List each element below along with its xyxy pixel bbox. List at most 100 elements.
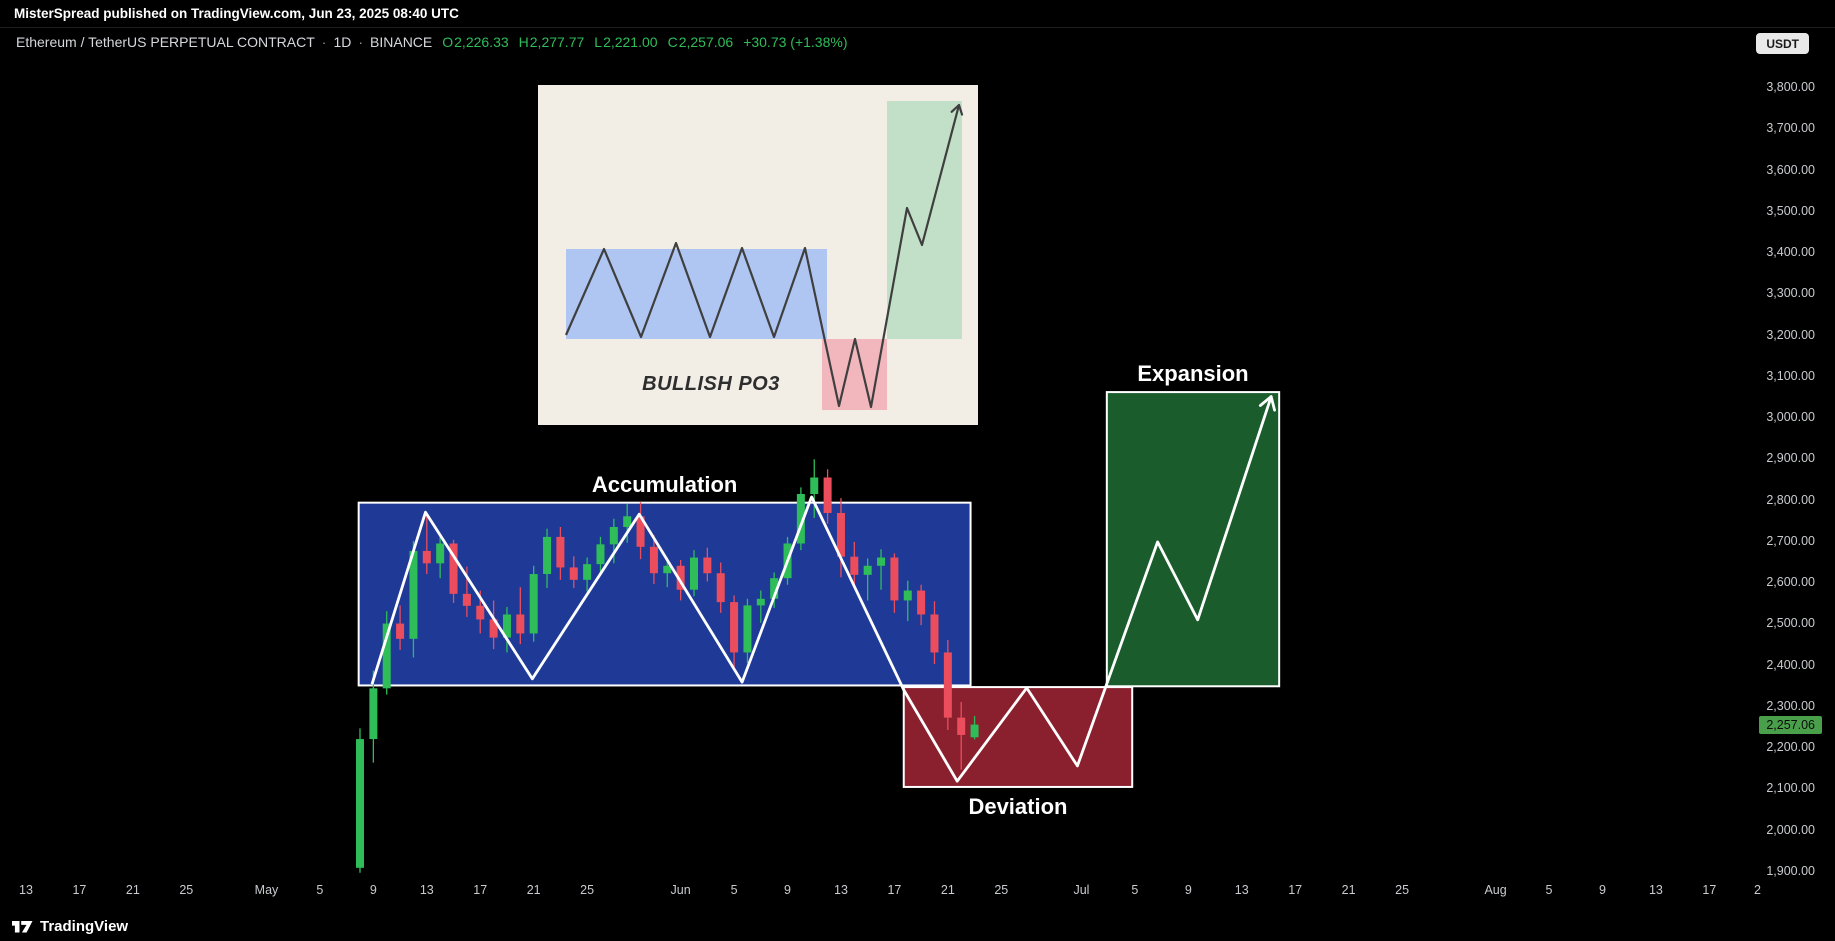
price-tick-label: 2,300.00	[1766, 698, 1815, 713]
time-tick-label[interactable]: 5	[1545, 883, 1553, 897]
price-axis[interactable]: 1,900.00 2,000.00 2,100.00 2,200.00 2,300.00…	[1751, 0, 1835, 941]
candle-body	[356, 739, 364, 868]
time-tick-label[interactable]: 9	[1184, 883, 1192, 897]
publish-bar: MisterSpread published on TradingView.co…	[0, 0, 1835, 28]
expansion-zone-box[interactable]	[1105, 391, 1281, 688]
time-tick-label[interactable]: 25	[179, 883, 194, 897]
currency-toggle-button[interactable]: USDT	[1756, 33, 1809, 54]
time-tick-label[interactable]: 5	[730, 883, 738, 897]
candle-body	[663, 565, 672, 574]
candle-body	[703, 557, 712, 574]
candle-body	[917, 590, 926, 615]
time-tick-label[interactable]: 9	[1598, 883, 1606, 897]
candle-body	[850, 556, 859, 575]
time-tick-label[interactable]: 17	[473, 883, 488, 897]
time-tick-label[interactable]: 9	[369, 883, 377, 897]
legend-separator: ·	[321, 34, 327, 50]
brand-name[interactable]: TradingView	[40, 917, 129, 935]
time-tick-label[interactable]: Jun	[670, 883, 691, 897]
price-tick-label: 2,400.00	[1766, 657, 1815, 672]
time-tick-label[interactable]: 17	[1702, 883, 1717, 897]
time-tick-label[interactable]: Aug	[1484, 883, 1507, 897]
candle-body	[863, 565, 872, 575]
price-tick-label: 2,200.00	[1766, 740, 1815, 755]
tradingview-logo-icon[interactable]	[12, 919, 33, 934]
candle-body	[436, 543, 445, 564]
deviation-label: Deviation	[968, 793, 1068, 819]
ohlc-h: H2,277.77	[518, 34, 585, 50]
accumulation-zone-box[interactable]	[357, 501, 972, 687]
bullish-po3-inset: BULLISH PO3	[538, 85, 978, 425]
candle-body	[690, 557, 698, 590]
deviation-zone-box[interactable]	[902, 686, 1134, 788]
time-tick-label[interactable]: 21	[1341, 883, 1356, 897]
price-tick-label: 1,900.00	[1766, 863, 1815, 878]
price-tick-label: 3,600.00	[1766, 162, 1815, 177]
ohlc-l: L2,221.00	[594, 34, 658, 50]
candle-body	[462, 593, 471, 606]
candle-body	[930, 614, 939, 653]
time-tick-label[interactable]: 17	[887, 883, 902, 897]
projection-arrowhead	[1269, 395, 1276, 412]
symbol-legend[interactable]: Ethereum / TetherUS PERPETUAL CONTRACT · 1…	[16, 34, 847, 50]
time-tick-label[interactable]: 25	[1395, 883, 1410, 897]
time-tick-label[interactable]: 5	[316, 883, 324, 897]
price-tick-label: 2,700.00	[1766, 533, 1815, 548]
ohlc-o: O2,226.33	[442, 34, 509, 50]
price-tick-label: 3,000.00	[1766, 410, 1815, 425]
time-tick-label[interactable]: 5	[1131, 883, 1139, 897]
time-tick-label[interactable]: 25	[580, 883, 595, 897]
candle-body	[476, 605, 485, 620]
ohlc-values: O2,226.33 H2,277.77 L2,221.00 C2,257.06	[432, 34, 733, 50]
candle-body	[730, 602, 739, 653]
interval-value[interactable]: 1D	[333, 34, 352, 50]
time-tick-label[interactable]: 13	[1234, 883, 1249, 897]
price-tick-label: 2,800.00	[1766, 492, 1815, 507]
time-tick-label[interactable]: 2	[1753, 883, 1761, 897]
candle-body	[756, 598, 765, 606]
time-tick-label[interactable]: 9	[784, 883, 791, 897]
candle-body	[823, 477, 832, 513]
bullish-po3-diagram	[564, 101, 964, 410]
candle-body	[502, 614, 511, 638]
time-tick-label[interactable]: 21	[526, 883, 541, 897]
expansion-label: Expansion	[1137, 361, 1249, 387]
time-tick-label[interactable]: 21	[940, 883, 955, 897]
candle-body	[516, 614, 525, 634]
candle-body	[770, 578, 779, 599]
exchange-name[interactable]: BINANCE	[370, 34, 433, 50]
time-tick-label[interactable]: 21	[125, 883, 140, 897]
price-tick-label: 3,200.00	[1766, 327, 1815, 342]
inset-zigzag	[564, 104, 961, 409]
time-tick-label[interactable]: 17	[72, 883, 87, 897]
price-tick-label: 3,300.00	[1766, 286, 1815, 301]
publish-text: MisterSpread published on TradingView.co…	[14, 6, 459, 21]
candle-body	[543, 536, 552, 575]
time-tick-label[interactable]: 13	[1648, 883, 1663, 897]
price-tick-label: 3,800.00	[1766, 80, 1815, 94]
candle-body	[449, 543, 458, 594]
time-tick-label[interactable]: 13	[19, 883, 33, 897]
legend-separator: ·	[358, 34, 364, 50]
accumulation-label: Accumulation	[591, 471, 738, 497]
candle-body	[810, 477, 819, 494]
candle-body	[903, 590, 912, 601]
inset-arrowhead	[950, 103, 961, 113]
projection-zigzag[interactable]	[370, 396, 1273, 783]
symbol-name[interactable]: Ethereum / TetherUS PERPETUAL CONTRACT	[16, 34, 315, 50]
inset-arrowhead	[957, 103, 964, 116]
time-tick-label[interactable]: 25	[994, 883, 1009, 897]
time-tick-label[interactable]: 17	[1288, 883, 1303, 897]
candle-body	[716, 573, 725, 603]
time-tick-label[interactable]: Jul	[1073, 883, 1090, 897]
price-tick-label: 3,100.00	[1766, 368, 1815, 383]
time-tick-label[interactable]: 13	[834, 883, 848, 897]
candle-body	[623, 516, 632, 528]
time-tick-label[interactable]: 13	[419, 883, 434, 897]
inset-title: BULLISH PO3	[642, 373, 780, 395]
time-tick-label[interactable]: May	[254, 883, 279, 897]
candle-body	[529, 574, 538, 634]
price-tick-label: 2,600.00	[1766, 575, 1815, 590]
time-axis[interactable]: 13 17 21 25 May 5 9 13 17 21 25 Jun 5 9 13 17 21 25 Jul 5 9 1…	[0, 883, 1835, 907]
